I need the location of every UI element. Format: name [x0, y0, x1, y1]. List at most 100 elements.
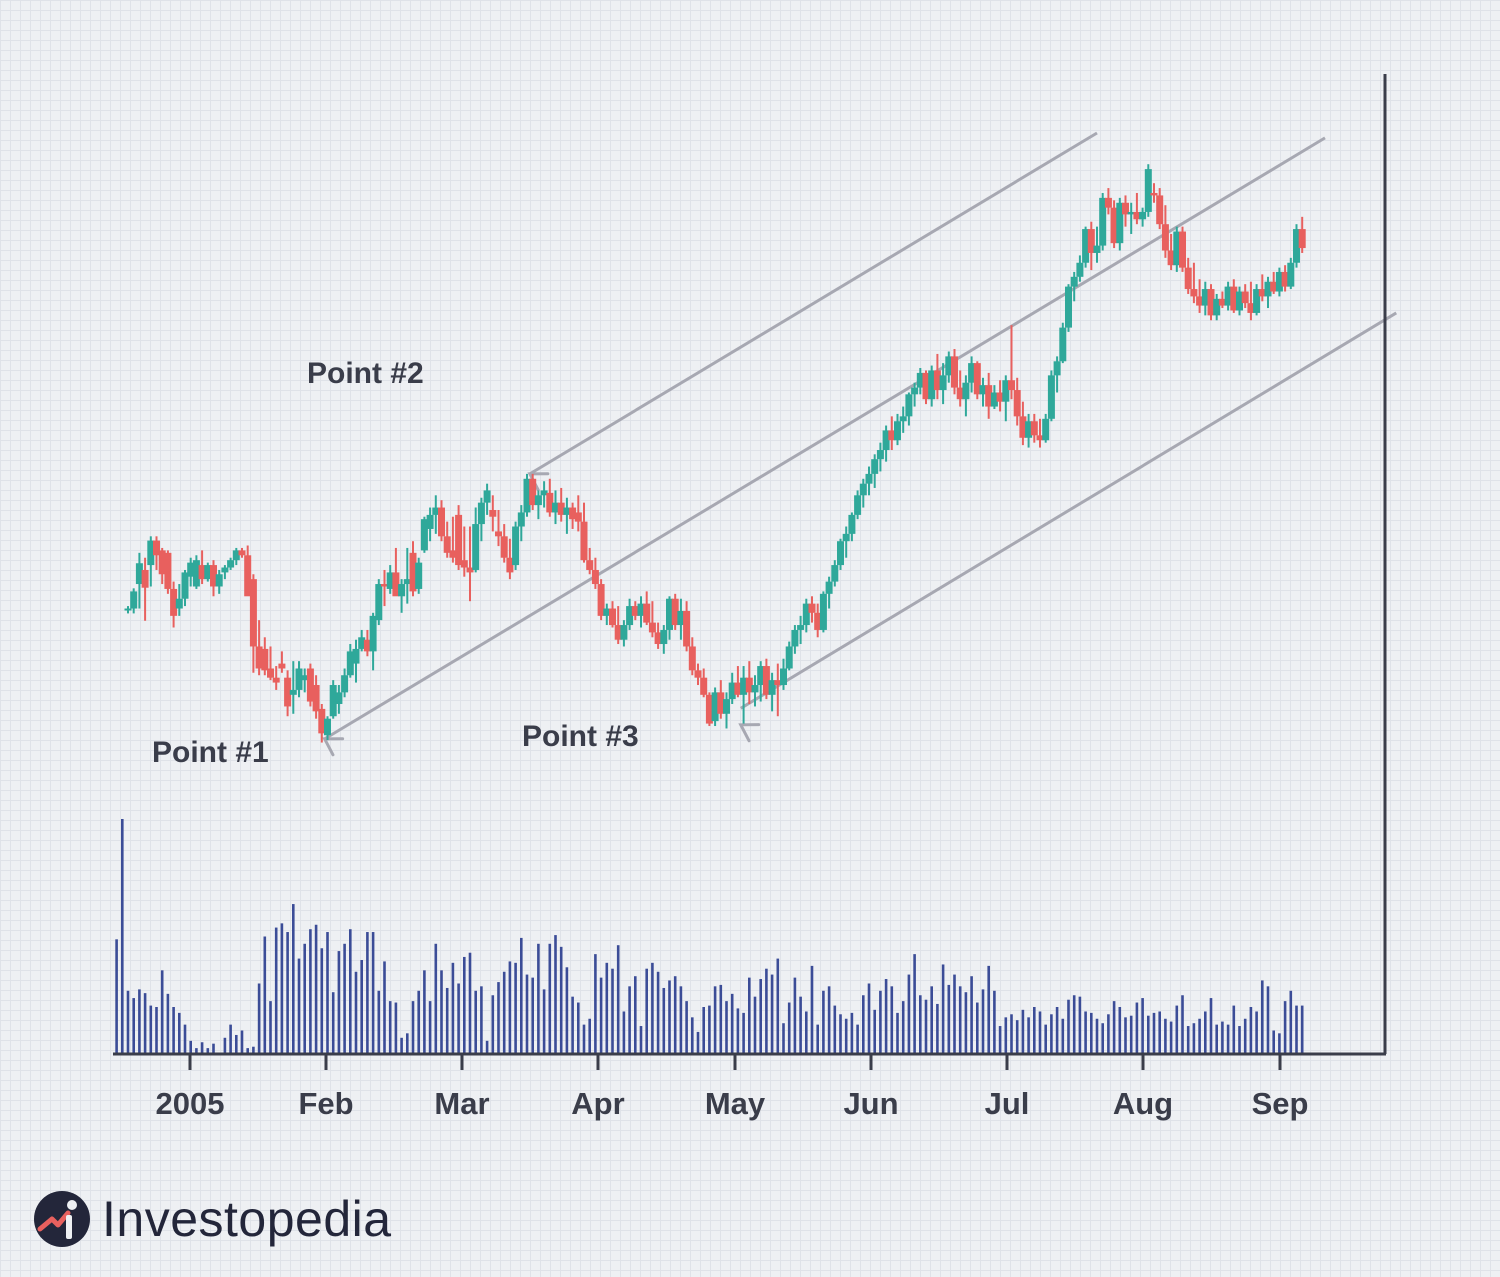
volume-bar	[463, 956, 466, 1054]
volume-bar	[1169, 1021, 1173, 1054]
candle-body	[905, 394, 913, 417]
volume-bar	[799, 996, 802, 1054]
candle	[312, 675, 320, 719]
volume-bar	[457, 983, 460, 1054]
volume-bar	[862, 995, 865, 1054]
candle	[614, 606, 622, 645]
candle	[130, 588, 138, 614]
candle-body	[717, 692, 725, 714]
channel-line-upper	[529, 131, 1098, 476]
volume-bar	[1015, 1020, 1019, 1054]
candle-body	[768, 680, 776, 695]
candle-body	[745, 677, 753, 693]
volume-bar	[685, 1001, 688, 1054]
candle-body	[1093, 245, 1101, 253]
volume-bar	[520, 937, 523, 1054]
candle	[1116, 197, 1124, 251]
candle-body	[1019, 416, 1027, 438]
volume-bar	[588, 1018, 591, 1054]
volume-bar	[126, 990, 130, 1054]
candle	[1207, 284, 1215, 321]
volume-bar	[890, 986, 894, 1054]
candle	[375, 579, 383, 626]
volume-bar	[1255, 1011, 1258, 1054]
volume-bar	[1158, 1011, 1161, 1054]
volume-bar	[1272, 1030, 1275, 1054]
candle	[666, 596, 673, 640]
candle-body	[284, 677, 292, 707]
volume-bar	[1135, 1002, 1139, 1054]
candle	[831, 560, 839, 587]
candle-body	[1156, 195, 1164, 225]
candle-body	[483, 490, 491, 503]
candle	[871, 454, 879, 488]
candle-body	[785, 646, 793, 669]
candle	[911, 382, 919, 407]
candle-body	[990, 392, 998, 407]
candle	[1258, 274, 1266, 302]
volume-bar	[406, 1033, 409, 1054]
volume-bars	[115, 819, 1304, 1054]
candle	[192, 555, 200, 589]
candle	[227, 557, 235, 570]
volume-bar	[748, 977, 751, 1054]
candle	[1218, 291, 1226, 309]
candle-body	[272, 677, 280, 683]
candle	[318, 703, 326, 743]
candle-body	[1133, 211, 1141, 220]
candle	[1144, 164, 1152, 217]
volume-bar	[1289, 990, 1293, 1054]
x-tick-label: Mar	[434, 1086, 489, 1121]
volume-bar	[725, 1001, 728, 1054]
candle	[358, 629, 366, 652]
arrow-point-3	[738, 723, 761, 743]
volume-bar	[1095, 1018, 1099, 1054]
candle-body	[688, 646, 696, 671]
candle-body	[1070, 276, 1078, 287]
candle	[1253, 284, 1261, 316]
candle-body	[791, 629, 799, 647]
volume-bar	[411, 1001, 415, 1054]
volume-bar	[366, 932, 369, 1054]
candle-body	[569, 507, 577, 520]
volume-bar	[1107, 1014, 1110, 1054]
volume-bar	[1084, 1011, 1087, 1054]
candle	[609, 601, 616, 628]
candle	[654, 622, 662, 649]
candle-body	[227, 560, 235, 568]
candle	[962, 375, 970, 417]
x-tick-label: Feb	[298, 1086, 353, 1121]
volume-bar	[1141, 998, 1144, 1054]
volume-bar	[229, 1024, 232, 1054]
candle-body	[443, 536, 451, 553]
brand-logo: Investopedia	[32, 1188, 392, 1250]
volume-bar	[1050, 1014, 1053, 1054]
candle-body	[369, 615, 377, 652]
candle	[289, 661, 297, 714]
candle	[728, 672, 736, 704]
channel-line-middle	[323, 136, 1326, 741]
candle-body	[375, 584, 383, 621]
volume-bar	[1215, 1024, 1218, 1054]
candle-body	[215, 574, 223, 587]
candle	[301, 668, 309, 693]
candle-body	[477, 502, 485, 525]
candle	[1298, 216, 1306, 253]
candle	[905, 392, 913, 426]
candle-body	[1184, 267, 1192, 290]
volume-bar	[1129, 1015, 1133, 1054]
volume-bar	[1061, 1018, 1065, 1054]
candle	[745, 661, 753, 704]
volume-bar	[907, 974, 911, 1054]
annotations: Point #1 Point #2 Point #3	[152, 357, 639, 769]
volume-bar	[297, 958, 301, 1054]
candle-body	[363, 639, 371, 652]
candle-body	[1110, 207, 1118, 244]
volume-bar	[320, 948, 324, 1054]
volume-bar	[793, 977, 797, 1054]
volume-bar	[235, 1034, 238, 1054]
candle	[335, 685, 343, 714]
candle	[329, 680, 337, 719]
volume-bar	[930, 986, 933, 1054]
